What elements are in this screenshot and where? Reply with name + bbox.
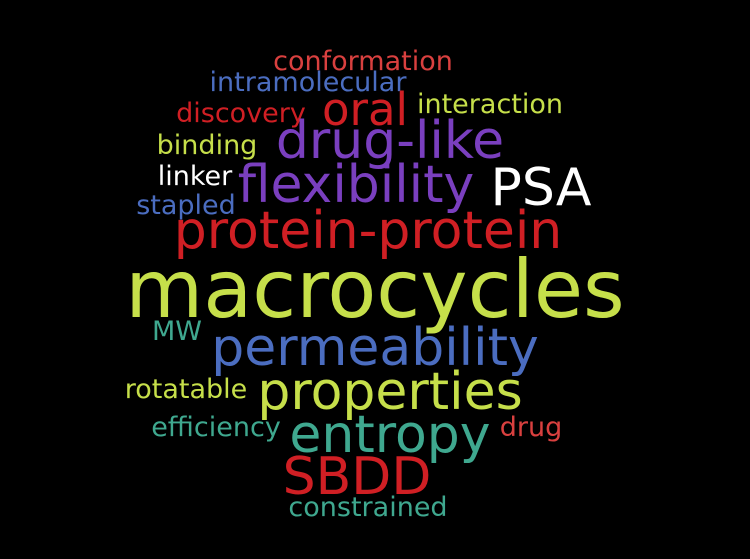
word-intramolecular: intramolecular: [209, 67, 407, 98]
word-sbdd: SBDD: [282, 447, 432, 507]
word-macrocycles: macrocycles: [125, 243, 625, 336]
word-properties: properties: [257, 362, 523, 422]
word-constrained: constrained: [288, 492, 448, 523]
word-oral: oral: [321, 83, 409, 136]
word-drug: drug: [499, 412, 563, 443]
word-conformation: conformation: [273, 46, 453, 77]
word-discovery: discovery: [176, 98, 306, 129]
word-mw: MW: [152, 316, 202, 347]
word-flexibility: flexibility: [237, 155, 475, 215]
word-stapled: stapled: [136, 190, 236, 221]
word-rotatable: rotatable: [124, 374, 248, 405]
word-binding: binding: [156, 130, 258, 161]
word-interaction: interaction: [416, 89, 564, 120]
word-drug-like: drug-like: [275, 111, 505, 171]
word-efficiency: efficiency: [151, 412, 281, 443]
word-entropy: entropy: [289, 405, 491, 465]
word-permeability: permeability: [211, 318, 539, 378]
word-protein-protein: protein-protein: [173, 201, 563, 261]
word-psa: PSA: [490, 158, 592, 218]
word-linker: linker: [157, 161, 233, 192]
